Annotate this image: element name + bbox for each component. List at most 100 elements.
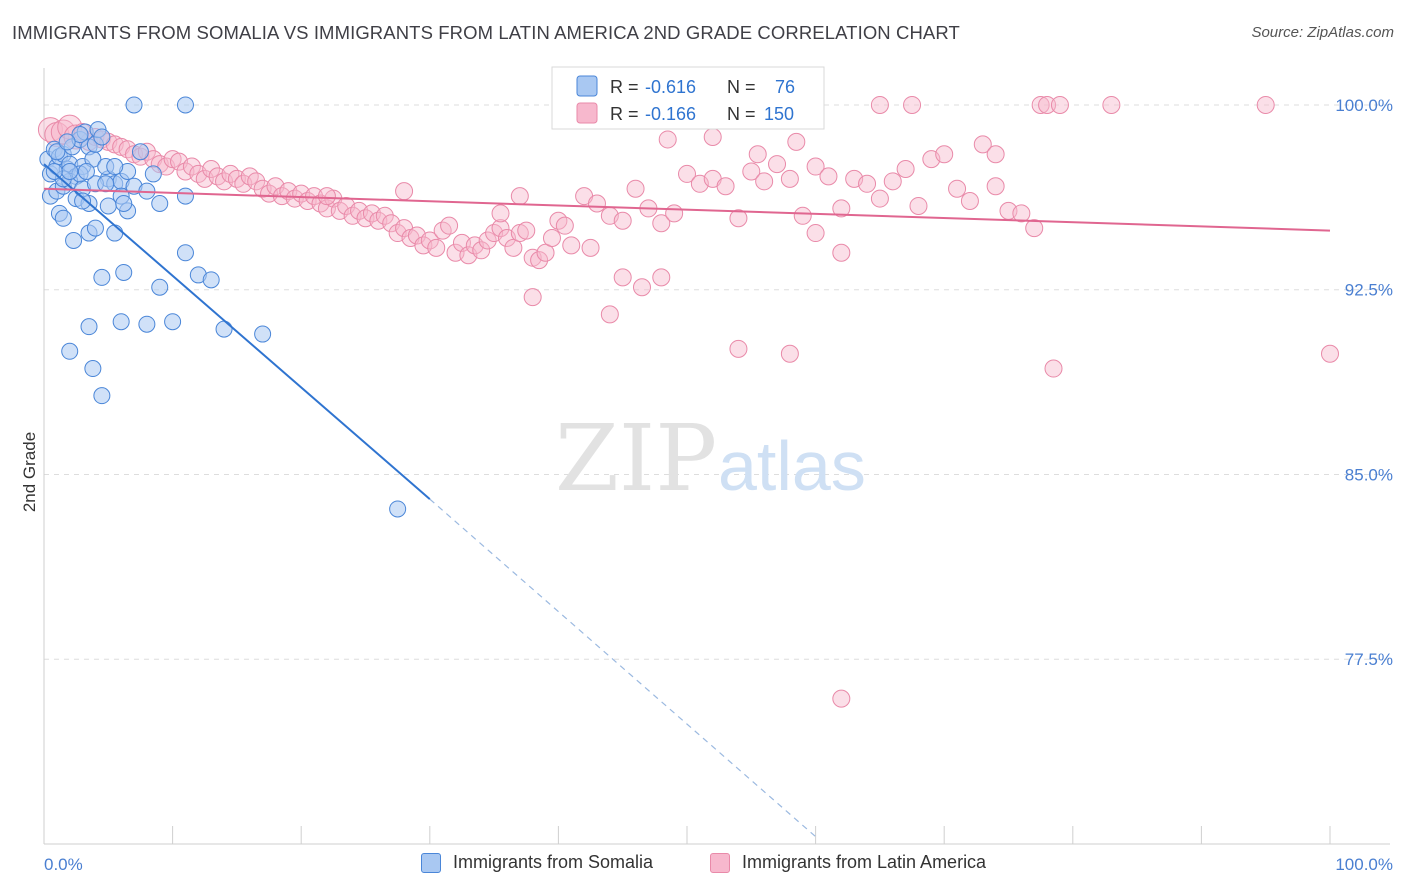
latam-point (1025, 219, 1044, 238)
legend-somalia-n-value: 76 (775, 77, 795, 97)
latam-point (626, 179, 645, 198)
somalia-point (74, 192, 92, 210)
source-label: Source: ZipAtlas.com (1251, 24, 1394, 41)
y-tick-label: 100.0% (1335, 96, 1393, 115)
latam-point (1102, 95, 1121, 114)
y-tick-label: 92.5% (1345, 281, 1393, 300)
trend-lines (43, 163, 1331, 838)
somalia-point (112, 313, 130, 331)
stats-legend: R = -0.616 N = 76 R = -0.166 N = 150 (551, 66, 825, 130)
latam-point (665, 204, 684, 223)
x-tick-label: 100.0% (1335, 855, 1393, 874)
somalia-point (77, 162, 95, 180)
watermark-zip: ZIP (555, 405, 717, 512)
latam-point (1050, 95, 1069, 114)
somalia-point (93, 128, 111, 146)
latam-point (703, 127, 722, 146)
x-tick-label: 0.0% (44, 855, 83, 874)
somalia-point (61, 342, 79, 360)
somalia-trend-extension (429, 498, 816, 838)
latam-point (510, 187, 529, 206)
somalia-point (115, 194, 133, 212)
latam-point (755, 172, 774, 191)
latam-point (658, 130, 677, 149)
latam-point (427, 238, 446, 257)
latam-point (935, 145, 954, 164)
latam-point (742, 162, 761, 181)
somalia-point (65, 231, 83, 249)
bottom-legend-somalia-label: Immigrants from Somalia (453, 852, 654, 872)
latam-point (600, 305, 619, 324)
somalia-point (176, 187, 194, 205)
legend-swatch-latam (576, 102, 598, 124)
latam-point (793, 206, 812, 225)
legend-somalia-n-label: N = (727, 77, 756, 97)
latam-point (652, 214, 671, 233)
somalia-point (61, 162, 79, 180)
latam-point (903, 95, 922, 114)
y-tick-label: 77.5% (1345, 650, 1393, 669)
latam-point (729, 339, 748, 358)
latam-point (716, 177, 735, 196)
somalia-point (86, 219, 104, 237)
latam-point (986, 177, 1005, 196)
latam-point (632, 278, 651, 297)
latam-point (613, 211, 632, 230)
chart-title: IMMIGRANTS FROM SOMALIA VS IMMIGRANTS FR… (12, 22, 960, 43)
watermark-atlas: atlas (718, 427, 866, 505)
bottom-legend: Immigrants from Somalia Immigrants from … (0, 852, 1406, 876)
gridlines (44, 104, 1390, 660)
latam-point (530, 251, 549, 270)
somalia-point (151, 278, 169, 296)
latam-point (729, 209, 748, 228)
somalia-point (80, 318, 98, 336)
legend-swatch-somalia (576, 75, 598, 97)
latam-point (581, 238, 600, 257)
latam-point (1044, 359, 1063, 378)
latam-point (395, 182, 414, 201)
latam-point (491, 219, 510, 238)
latam-point (317, 187, 336, 206)
somalia-point (93, 268, 111, 286)
y-axis-label: 2nd Grade (20, 432, 39, 512)
somalia-point (125, 96, 143, 114)
bottom-legend-latam: Immigrants from Latin America (710, 852, 986, 873)
legend-latam-r-label: R = (610, 104, 639, 124)
latam-point (896, 160, 915, 179)
somalia-point (97, 175, 115, 193)
legend-latam-r-value: -0.166 (645, 104, 696, 124)
latam-point (948, 179, 967, 198)
latam-points (37, 95, 1339, 708)
latam-point (1031, 95, 1050, 114)
latam-point (375, 206, 394, 225)
latam-point (819, 167, 838, 186)
latam-point (1012, 204, 1031, 223)
somalia-swatch-icon (421, 852, 441, 873)
somalia-point (164, 313, 182, 331)
y-tick-label: 85.0% (1345, 465, 1393, 484)
latam-point (523, 288, 542, 307)
somalia-point (84, 360, 102, 378)
legend-somalia-r-value: -0.616 (645, 77, 696, 97)
latam-point (491, 204, 510, 223)
latam-point (202, 160, 221, 179)
somalia-points (39, 96, 407, 518)
latam-point (780, 344, 799, 363)
latam-point (1038, 95, 1057, 114)
latam-swatch-icon (710, 852, 730, 873)
legend-somalia-r-label: R = (610, 77, 639, 97)
latam-point (960, 192, 979, 211)
latam-point (562, 236, 581, 255)
somalia-point (176, 244, 194, 262)
latam-point (613, 268, 632, 287)
legend-latam-n-label: N = (727, 104, 756, 124)
latam-point (1321, 344, 1339, 363)
latam-point (420, 231, 439, 250)
latam-point (787, 132, 806, 151)
somalia-point (115, 263, 133, 281)
latam-point (678, 164, 696, 183)
somalia-trend-line (43, 163, 431, 500)
latam-point (858, 174, 877, 193)
latam-point (832, 243, 851, 262)
